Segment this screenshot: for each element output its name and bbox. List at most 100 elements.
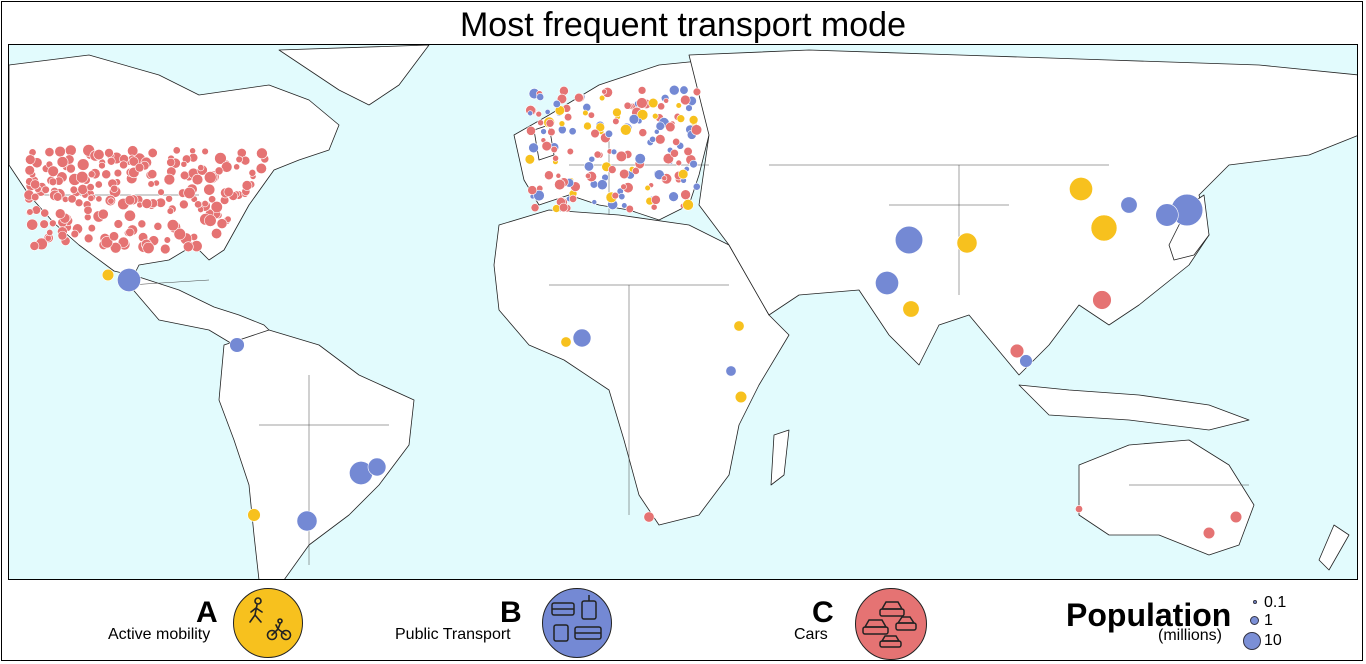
city-marker-europe-city[interactable] — [610, 148, 618, 156]
city-marker-us-city[interactable] — [117, 236, 130, 248]
city-marker-europe-city[interactable] — [650, 203, 658, 211]
city-marker-europe-city[interactable] — [631, 167, 640, 175]
city-marker-us-city[interactable] — [163, 236, 171, 244]
city-marker-europe-city[interactable] — [662, 153, 674, 165]
city-marker-us-city[interactable] — [44, 147, 55, 158]
city-marker-us-city[interactable] — [31, 205, 41, 215]
city-marker-us-city[interactable] — [166, 207, 175, 215]
city-marker-us-city[interactable] — [141, 198, 153, 209]
city-marker-us-city[interactable] — [248, 169, 257, 177]
city-marker-santiago[interactable] — [247, 508, 261, 522]
city-marker-europe-city[interactable] — [650, 194, 661, 205]
city-marker-us-city[interactable] — [214, 166, 224, 176]
city-marker-us-city[interactable] — [47, 165, 59, 177]
city-marker-kuala-lumpur[interactable] — [1009, 343, 1025, 359]
city-marker-us-city[interactable] — [94, 180, 103, 189]
city-marker-us-city[interactable] — [223, 186, 234, 197]
city-marker-europe-city[interactable] — [536, 93, 545, 101]
city-marker-us-city[interactable] — [194, 200, 203, 209]
city-marker-us-city[interactable] — [166, 219, 179, 232]
city-marker-us-city[interactable] — [179, 199, 189, 210]
city-marker-europe-city[interactable] — [655, 134, 666, 145]
city-marker-europe-city[interactable] — [668, 191, 679, 202]
city-marker-us-city[interactable] — [48, 177, 58, 186]
city-marker-europe-city[interactable] — [672, 137, 681, 146]
city-marker-europe-city[interactable] — [675, 159, 682, 167]
city-marker-us-city[interactable] — [142, 241, 155, 254]
city-marker-us-city[interactable] — [203, 183, 216, 196]
city-marker-europe-city[interactable] — [638, 128, 648, 137]
city-marker-us-city[interactable] — [119, 160, 128, 170]
city-marker-europe-city[interactable] — [665, 121, 676, 133]
city-marker-us-city[interactable] — [233, 163, 241, 171]
city-marker-buenos-aires[interactable] — [296, 510, 318, 532]
city-marker-us-city[interactable] — [69, 185, 78, 194]
city-marker-europe-city[interactable] — [668, 84, 680, 96]
city-marker-europe-city[interactable] — [683, 146, 693, 157]
city-marker-us-city[interactable] — [54, 208, 66, 219]
city-marker-us-city[interactable] — [201, 200, 209, 208]
city-marker-us-city[interactable] — [95, 195, 103, 203]
city-marker-europe-city[interactable] — [596, 179, 608, 191]
city-marker-us-city[interactable] — [180, 160, 188, 168]
city-marker-europe-city[interactable] — [682, 199, 694, 211]
city-marker-europe-city[interactable] — [545, 118, 555, 128]
city-marker-us-city[interactable] — [166, 157, 176, 167]
city-marker-us-city[interactable] — [124, 209, 136, 222]
city-marker-us-city[interactable] — [40, 208, 50, 218]
city-marker-rio-de-janeiro[interactable] — [367, 457, 387, 477]
world-map[interactable] — [8, 44, 1358, 580]
city-marker-us-city[interactable] — [211, 227, 223, 240]
city-marker-us-city[interactable] — [214, 152, 227, 165]
city-marker-europe-city[interactable] — [544, 108, 551, 115]
city-marker-us-city[interactable] — [113, 219, 124, 229]
city-marker-europe-city[interactable] — [655, 121, 665, 131]
city-marker-seoul[interactable] — [1120, 196, 1138, 214]
city-marker-europe-city[interactable] — [527, 110, 534, 117]
city-marker-us-city[interactable] — [93, 149, 105, 161]
city-marker-us-city[interactable] — [25, 154, 36, 165]
city-marker-europe-city[interactable] — [544, 170, 554, 181]
city-marker-europe-city[interactable] — [590, 128, 600, 139]
city-marker-europe-city[interactable] — [675, 102, 682, 109]
city-marker-europe-city[interactable] — [607, 165, 617, 174]
city-marker-europe-city[interactable] — [555, 172, 562, 179]
city-marker-us-city[interactable] — [87, 224, 96, 233]
city-marker-us-city[interactable] — [46, 229, 54, 237]
city-marker-europe-city[interactable] — [680, 94, 691, 106]
city-marker-us-city[interactable] — [29, 241, 40, 251]
city-marker-europe-city[interactable] — [636, 109, 649, 121]
city-marker-us-city[interactable] — [83, 233, 94, 244]
city-marker-us-city[interactable] — [128, 156, 139, 167]
city-marker-us-city[interactable] — [255, 162, 267, 175]
city-marker-us-city[interactable] — [113, 168, 123, 178]
city-marker-europe-city[interactable] — [558, 202, 569, 213]
city-marker-us-city[interactable] — [197, 164, 205, 172]
city-marker-us-city[interactable] — [104, 148, 114, 158]
city-marker-us-city[interactable] — [216, 218, 228, 230]
city-marker-europe-city[interactable] — [601, 88, 608, 95]
city-marker-us-city[interactable] — [179, 170, 190, 181]
city-marker-europe-city[interactable] — [634, 153, 646, 165]
city-marker-us-city[interactable] — [66, 163, 76, 174]
city-marker-us-city[interactable] — [147, 169, 158, 179]
city-marker-us-city[interactable] — [137, 219, 147, 229]
city-marker-europe-city[interactable] — [598, 94, 606, 102]
city-marker-europe-city[interactable] — [690, 124, 703, 136]
city-marker-europe-city[interactable] — [670, 148, 679, 158]
city-marker-europe-city[interactable] — [585, 172, 592, 179]
city-marker-us-city[interactable] — [70, 229, 79, 239]
city-marker-delhi[interactable] — [894, 225, 924, 255]
city-marker-europe-city[interactable] — [692, 182, 701, 191]
city-marker-europe-city[interactable] — [568, 194, 578, 203]
city-marker-us-city[interactable] — [134, 162, 145, 173]
city-marker-kolkata[interactable] — [956, 232, 978, 254]
city-marker-europe-city[interactable] — [554, 178, 566, 191]
city-marker-us-city[interactable] — [191, 173, 204, 186]
city-marker-us-city[interactable] — [160, 243, 171, 255]
city-marker-europe-city[interactable] — [649, 135, 657, 143]
city-marker-us-city[interactable] — [57, 230, 68, 241]
city-marker-us-city[interactable] — [201, 147, 209, 156]
city-marker-us-city[interactable] — [106, 156, 116, 166]
city-marker-europe-city[interactable] — [524, 154, 535, 165]
